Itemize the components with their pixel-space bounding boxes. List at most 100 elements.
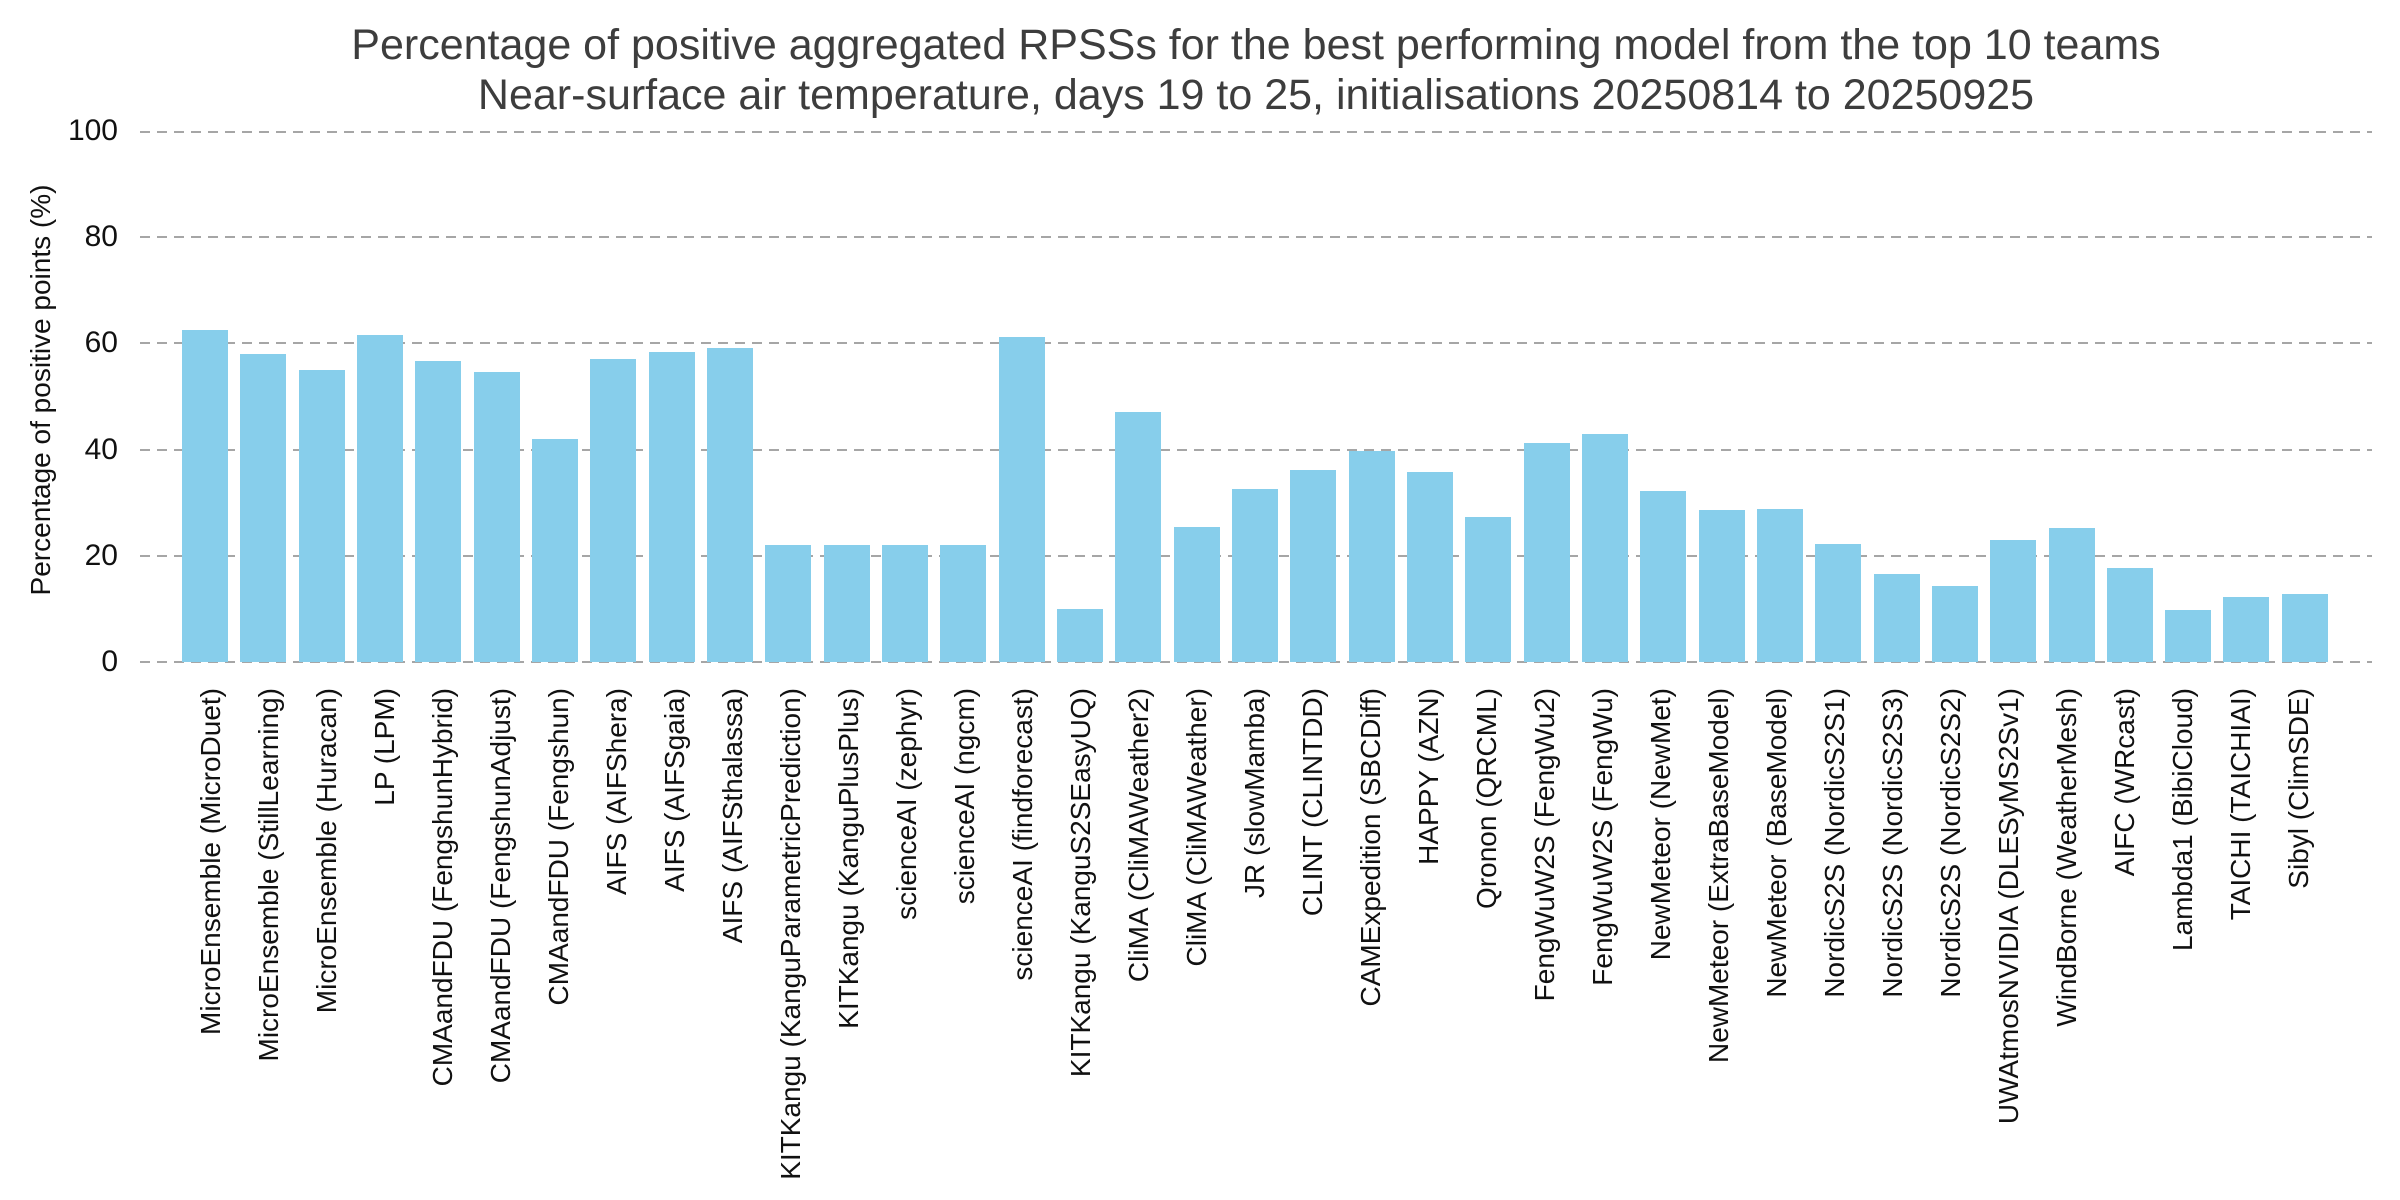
x-label-slot: NordicS2S (NordicS2S1) bbox=[1806, 688, 1864, 1200]
x-axis-label: UWAtmosNVIDIA (DLESyMS2Sv1) bbox=[1993, 688, 2024, 1125]
x-axis-label: AIFS (AIFSthalassa) bbox=[717, 688, 748, 944]
x-axis-label: CAMExpedition (SBCDiff) bbox=[1355, 688, 1386, 1007]
bar bbox=[590, 359, 637, 662]
title-block: Percentage of positive aggregated RPSSs … bbox=[140, 20, 2372, 120]
x-label-slot: MicroEnsemble (StillLearning) bbox=[240, 688, 298, 1200]
y-tick-label: 40 bbox=[84, 432, 118, 466]
bar bbox=[473, 371, 520, 662]
x-label-slot: KITKangu (KanguPlusPlus) bbox=[820, 688, 878, 1200]
y-tick-label: 80 bbox=[84, 220, 118, 254]
x-label-slot: scienceAI (ngcm) bbox=[936, 688, 994, 1200]
bar bbox=[182, 329, 228, 662]
x-label-slot: scienceAI (findforecast) bbox=[994, 688, 1052, 1200]
x-label-slot: FengWuW2S (FengWu2) bbox=[1516, 688, 1574, 1200]
gridline bbox=[140, 661, 2372, 663]
x-label-slot: CliMA (CliMAWeather2) bbox=[1110, 688, 1168, 1200]
x-axis-label: AIFS (AIFShera) bbox=[601, 688, 632, 895]
x-label-slot: KITKangu (KanguParametricPrediction) bbox=[762, 688, 820, 1200]
bar bbox=[415, 361, 462, 662]
x-axis-label: AIFC (WRcast) bbox=[2109, 688, 2140, 877]
x-label-slot: CMAandFDU (FengshunAdjust) bbox=[472, 688, 530, 1200]
x-axis-label: CMAandFDU (FengshunAdjust) bbox=[485, 688, 516, 1084]
bar bbox=[1815, 543, 1862, 662]
bar bbox=[998, 337, 1045, 662]
x-axis-label: scienceAI (zephyr) bbox=[891, 688, 922, 920]
bar bbox=[1173, 527, 1220, 662]
bar bbox=[1348, 451, 1395, 662]
x-axis-label: TAICHI (TAICHIAI) bbox=[2225, 688, 2256, 921]
x-axis-label: FengWuW2S (FengWu2) bbox=[1529, 688, 1560, 1002]
x-label-slot: NewMeteor (ExtraBaseModel) bbox=[1690, 688, 1748, 1200]
x-axis-label: Sibyl (ClimSDE) bbox=[2283, 688, 2314, 889]
x-label-slot: TAICHI (TAICHIAI) bbox=[2212, 688, 2270, 1200]
x-axis-label: MicroEnsemble (Huracan) bbox=[311, 688, 342, 1014]
x-axis-label: NewMeteor (BaseModel) bbox=[1761, 688, 1792, 998]
x-axis-label: AIFS (AIFSgaia) bbox=[659, 688, 690, 892]
x-label-slot: CLINT (CLINTDD) bbox=[1284, 688, 1342, 1200]
x-axis-label: Lambda1 (BibiCloud) bbox=[2167, 688, 2198, 952]
x-label-slot: UWAtmosNVIDIA (DLESyMS2Sv1) bbox=[1980, 688, 2038, 1200]
x-axis-label: KITKangu (KanguParametricPrediction) bbox=[775, 688, 806, 1180]
chart-subtitle: Near-surface air temperature, days 19 to… bbox=[477, 71, 2035, 119]
x-axis-label: LP (LPM) bbox=[369, 688, 400, 806]
x-axis-label: KITKangu (KanguS2SEasyUQ) bbox=[1065, 688, 1096, 1078]
bar bbox=[1640, 490, 1687, 662]
x-axis-label: NordicS2S (NordicS2S1) bbox=[1819, 688, 1850, 998]
x-label-slot: NewMeteor (BaseModel) bbox=[1748, 688, 1806, 1200]
bar bbox=[765, 544, 812, 662]
bar bbox=[1465, 516, 1512, 662]
bar-series bbox=[182, 131, 2328, 662]
x-axis-label: WindBorne (WeatherMesh) bbox=[2051, 688, 2082, 1027]
bar bbox=[706, 347, 753, 662]
x-label-slot: AIFS (AIFShera) bbox=[588, 688, 646, 1200]
x-label-slot: CliMA (CliMAWeather) bbox=[1168, 688, 1226, 1200]
x-label-slot: KITKangu (KanguS2SEasyUQ) bbox=[1052, 688, 1110, 1200]
x-axis-label: CMAandFDU (Fengshun) bbox=[543, 688, 574, 1006]
x-label-slot: WindBorne (WeatherMesh) bbox=[2038, 688, 2096, 1200]
bar bbox=[1698, 509, 1745, 662]
x-label-slot: NewMeteor (NewMet) bbox=[1632, 688, 1690, 1200]
x-axis-label: scienceAI (findforecast) bbox=[1007, 688, 1038, 981]
bar bbox=[2281, 593, 2328, 662]
x-label-slot: AIFC (WRcast) bbox=[2096, 688, 2154, 1200]
bar bbox=[1406, 471, 1453, 662]
x-label-slot: AIFS (AIFSthalassa) bbox=[704, 688, 762, 1200]
bar bbox=[1931, 586, 1978, 662]
x-axis-label: Qronon (QRCML) bbox=[1471, 688, 1502, 909]
x-axis-label: NordicS2S (NordicS2S2) bbox=[1935, 688, 1966, 998]
x-label-slot: Sibyl (ClimSDE) bbox=[2270, 688, 2328, 1200]
x-axis-label: NewMeteor (ExtraBaseModel) bbox=[1703, 688, 1734, 1064]
y-tick-label: 20 bbox=[84, 538, 118, 572]
x-label-slot: LP (LPM) bbox=[356, 688, 414, 1200]
gridline bbox=[140, 342, 2372, 345]
x-label-slot: FengWuW2S (FengWu) bbox=[1574, 688, 1632, 1200]
bar bbox=[2223, 597, 2270, 662]
x-axis-label: scienceAI (ngcm) bbox=[949, 688, 980, 905]
bar bbox=[1290, 469, 1337, 662]
x-label-slot: CAMExpedition (SBCDiff) bbox=[1342, 688, 1400, 1200]
bar bbox=[1990, 540, 2037, 662]
x-axis-label: MicroEnsemble (StillLearning) bbox=[253, 688, 284, 1062]
bar bbox=[240, 353, 287, 662]
x-axis-label: CliMA (CliMAWeather2) bbox=[1123, 688, 1154, 983]
x-label-slot: NordicS2S (NordicS2S2) bbox=[1922, 688, 1980, 1200]
bar bbox=[2165, 609, 2212, 662]
x-label-slot: Qronon (QRCML) bbox=[1458, 688, 1516, 1200]
chart-title: Percentage of positive aggregated RPSSs … bbox=[351, 21, 2161, 69]
bar bbox=[356, 334, 403, 662]
y-axis-tick-labels: 0 20 40 60 80 100 bbox=[0, 114, 118, 678]
bar bbox=[1231, 489, 1278, 662]
x-label-slot: Lambda1 (BibiCloud) bbox=[2154, 688, 2212, 1200]
x-axis-label: CLINT (CLINTDD) bbox=[1297, 688, 1328, 917]
gridline bbox=[140, 236, 2372, 239]
bar bbox=[881, 544, 928, 662]
bar bbox=[1056, 609, 1103, 662]
plot-area bbox=[140, 131, 2372, 663]
x-axis-label: KITKangu (KanguPlusPlus) bbox=[833, 688, 864, 1029]
bar bbox=[1581, 434, 1628, 662]
bar bbox=[1523, 443, 1570, 662]
bar bbox=[531, 438, 578, 662]
x-label-slot: NordicS2S (NordicS2S3) bbox=[1864, 688, 1922, 1200]
y-tick-label: 60 bbox=[84, 326, 118, 360]
